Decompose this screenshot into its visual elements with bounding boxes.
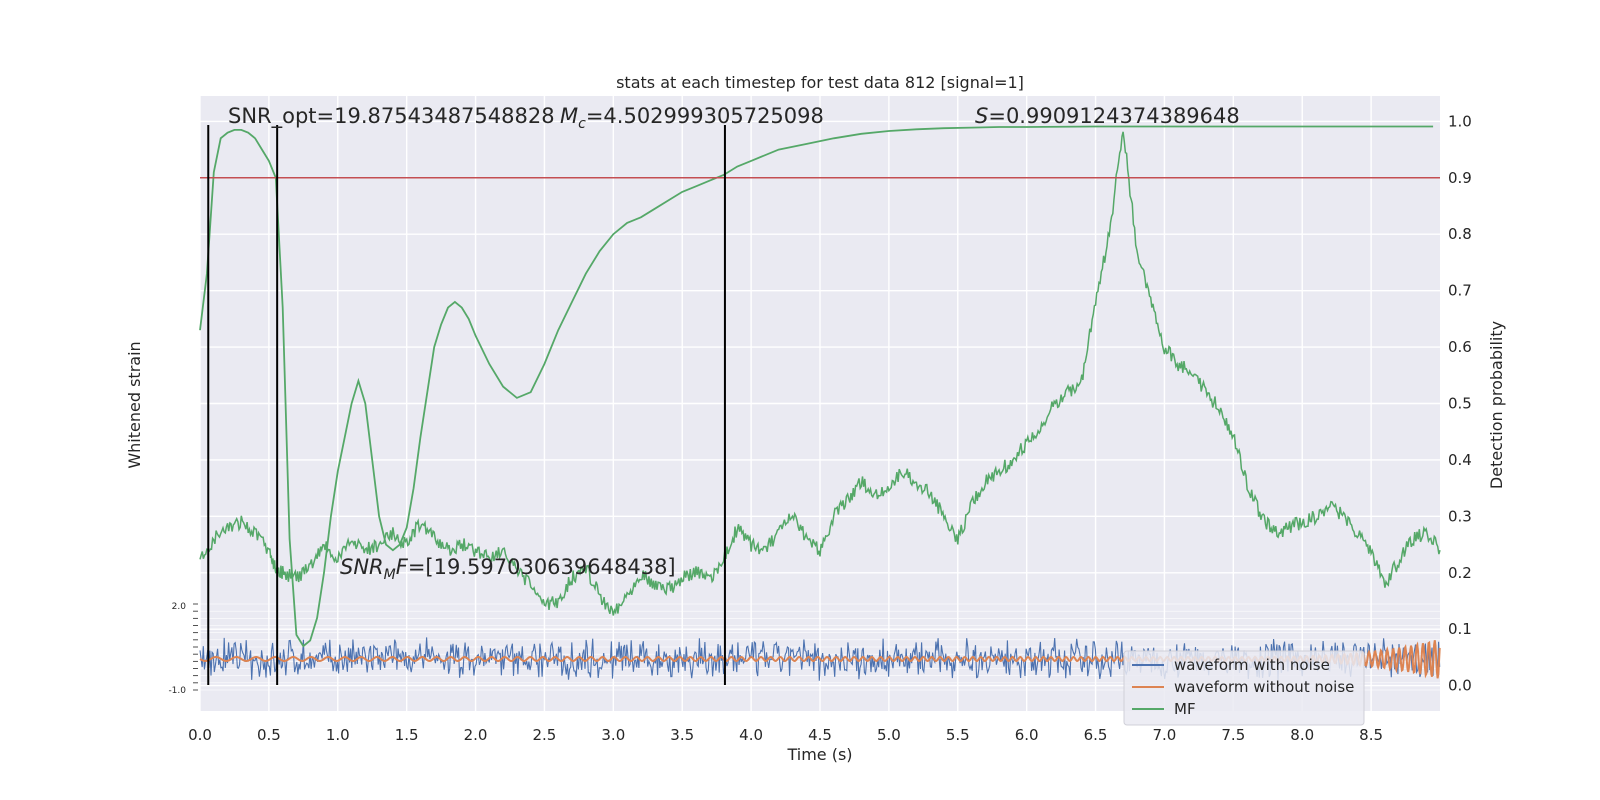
y-tick-label: 0.8 [1448,225,1472,243]
mf-line [199,131,1441,616]
y-tick-label: 0.6 [1448,338,1472,356]
mc-annotation: Mc=4.502999305725098 [560,104,824,132]
y-left-axis-label: Whitened strain [125,341,144,468]
y-tick-label: 1.0 [1448,112,1472,130]
x-tick-label: 1.5 [395,726,419,744]
snr-opt-annotation: SNR_opt=19.87543487548828 [228,104,555,129]
legend: waveform with noise waveform without noi… [1123,650,1365,726]
y-tick-label: 0.9 [1448,169,1472,187]
y-tick-label: 0.5 [1448,395,1472,413]
y-tick-label: 0.7 [1448,282,1472,300]
s-value: =0.9909124374389648 [988,104,1239,128]
x-tick-label: 4.5 [808,726,832,744]
x-tick-label: 0.5 [257,726,281,744]
snr-mf-value: =[19.597030639648438] [408,555,676,579]
mc-value: =4.502999305725098 [586,104,824,128]
x-tick-label: 7.0 [1153,726,1177,744]
x-tick-label: 8.0 [1290,726,1314,744]
legend-label-clean: waveform without noise [1174,678,1354,696]
x-tick-label: 6.5 [1084,726,1108,744]
y-right-tick-labels: 0.0 0.1 0.2 0.3 0.4 0.5 0.6 0.7 0.8 0.9 1.0 [1448,112,1472,694]
vertical-markers [207,125,726,685]
x-tick-label: 1.0 [326,726,350,744]
x-tick-label: 5.0 [877,726,901,744]
x-tick-label: 3.0 [601,726,625,744]
y-right-axis-label: Detection probability [1487,321,1506,489]
x-tick-label: 2.0 [464,726,488,744]
y-tick-label: 0.1 [1448,620,1472,638]
x-tick-label: 4.0 [739,726,763,744]
x-tick-label: 7.5 [1221,726,1245,744]
legend-label-mf: MF [1174,700,1196,718]
x-tick-label: 2.5 [533,726,557,744]
x-tick-label: 5.5 [946,726,970,744]
s-annotation: S=0.9909124374389648 [975,104,1240,128]
snr-mf-annotation: SNRMF=[19.597030639648438] [340,555,676,583]
inset-y-tick-bottom: -1.0 [168,686,186,696]
x-tick-label: 6.0 [1015,726,1039,744]
x-tick-label: 3.5 [670,726,694,744]
x-tick-labels: 0.0 0.5 1.0 1.5 2.0 2.5 3.0 3.5 4.0 4.5 5.0 5.5 6.0 6… [188,726,1383,744]
legend-label-noise: waveform with noise [1174,656,1330,674]
legend-box [1123,650,1365,726]
x-tick-label: 8.5 [1359,726,1383,744]
y-tick-label: 0.3 [1448,507,1472,525]
chart-title: stats at each timestep for test data 812… [616,73,1024,92]
x-tick-label: 0.0 [188,726,212,744]
x-axis-label: Time (s) [786,745,852,764]
y-tick-label: 0.2 [1448,564,1472,582]
detection-probability-line [199,125,1434,648]
inset-y-tick-top: 2.0 [172,602,187,612]
y-tick-label: 0.0 [1448,677,1472,695]
y-tick-label: 0.4 [1448,451,1472,469]
